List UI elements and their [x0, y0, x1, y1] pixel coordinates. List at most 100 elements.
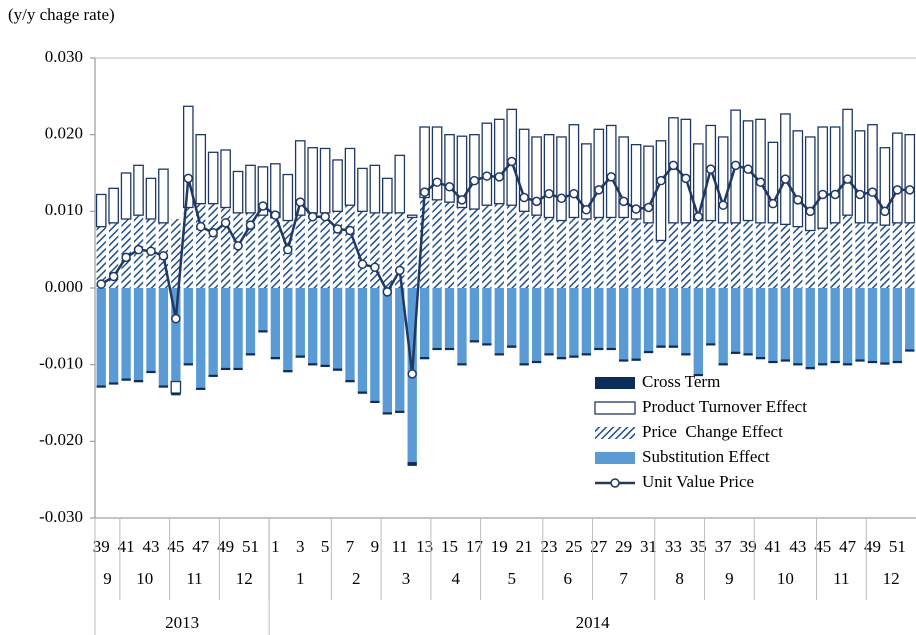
marker: [220, 218, 231, 228]
bar: [370, 288, 380, 401]
marker: [208, 228, 218, 238]
bar: [668, 288, 679, 346]
bar: [195, 134, 207, 205]
x-tick-label: 9: [371, 537, 380, 556]
bar: [171, 288, 181, 382]
bar: [842, 363, 853, 366]
bar: [681, 222, 691, 288]
bar: [618, 136, 629, 219]
bar: [569, 288, 579, 356]
bar: [755, 222, 766, 288]
months-label: 4: [451, 569, 460, 588]
bar: [457, 288, 467, 364]
bar: [768, 288, 778, 361]
marker: [656, 175, 666, 186]
y-axis-title: (y/y chage rate): [8, 5, 115, 24]
bar: [307, 147, 319, 214]
x-tick-label: 49: [864, 537, 881, 556]
marker: [245, 220, 256, 230]
bar: [767, 141, 779, 224]
bar: [581, 143, 592, 220]
bar: [855, 222, 865, 288]
years-label: 2014: [576, 613, 611, 632]
bar: [469, 340, 480, 343]
bar: [656, 240, 666, 288]
bar: [270, 163, 281, 219]
marker: [195, 221, 206, 232]
bar: [407, 217, 417, 288]
y-tick-label: 0.010: [45, 200, 83, 219]
marker: [283, 244, 293, 255]
bar: [867, 288, 878, 361]
months-label: 11: [833, 569, 849, 588]
bar: [133, 288, 144, 380]
marker: [96, 279, 106, 289]
bar: [357, 167, 368, 212]
x-tick-label: 15: [441, 537, 458, 556]
months-label: 3: [402, 569, 411, 588]
bar: [792, 130, 804, 228]
marker: [842, 174, 853, 184]
bar: [818, 288, 828, 364]
bar: [270, 288, 281, 357]
bar: [717, 136, 729, 224]
marker: [805, 206, 816, 217]
x-tick-label: 47: [839, 537, 857, 556]
bar: [892, 222, 903, 288]
bar: [631, 288, 641, 359]
months-label: 7: [619, 569, 628, 588]
bar: [233, 288, 243, 368]
bar: [892, 360, 903, 364]
bar: [469, 134, 480, 210]
bar: [270, 217, 281, 288]
marker: [855, 189, 865, 200]
bar: [854, 130, 866, 224]
bar: [395, 288, 405, 411]
x-tick-label: 51: [242, 537, 259, 556]
bar: [382, 288, 392, 413]
bar: [568, 124, 580, 219]
marker: [730, 160, 741, 171]
marker: [718, 200, 728, 210]
bar: [681, 288, 691, 354]
marker: [743, 164, 753, 174]
bar: [818, 363, 828, 366]
bar: [444, 288, 455, 348]
bar: [196, 387, 206, 390]
marker: [817, 189, 828, 200]
x-tick-label: 3: [296, 537, 305, 556]
marker: [793, 195, 803, 205]
bar: [755, 357, 766, 360]
bar: [830, 222, 840, 288]
bar: [245, 212, 256, 288]
bar: [643, 222, 654, 288]
bar: [805, 288, 815, 367]
bar: [395, 410, 405, 413]
bar: [631, 358, 641, 361]
bar: [469, 209, 480, 288]
bar: [419, 357, 430, 360]
bar: [308, 212, 318, 288]
marker: [307, 211, 318, 222]
bar: [718, 363, 728, 366]
bar: [656, 345, 666, 348]
bar: [606, 347, 616, 351]
years-label: 2013: [165, 613, 199, 632]
bar: [258, 330, 268, 333]
marker: [332, 224, 343, 234]
bar: [643, 288, 654, 351]
bar: [905, 288, 915, 350]
legend-swatch: [595, 427, 635, 439]
bar: [755, 118, 766, 224]
bar: [743, 220, 753, 288]
bar: [842, 215, 853, 288]
legend-swatch: [595, 452, 635, 464]
bar: [793, 363, 803, 366]
bar: [880, 362, 890, 365]
bar: [569, 355, 579, 358]
marker: [108, 271, 119, 282]
marker: [133, 244, 144, 255]
bar: [668, 222, 679, 288]
bar: [295, 288, 305, 356]
bar: [556, 288, 567, 357]
